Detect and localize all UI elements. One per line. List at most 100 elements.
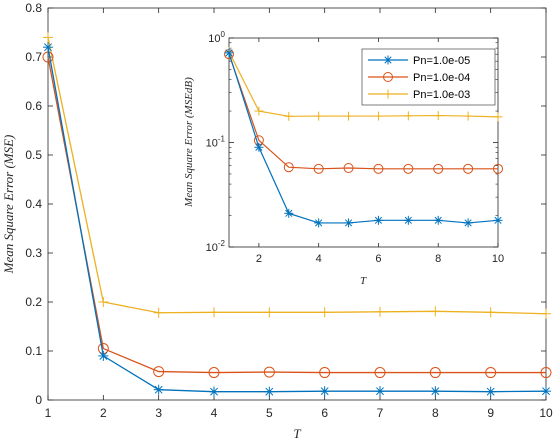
main-x-tick-label: 10 <box>539 406 553 420</box>
main-y-tick-label: 0 <box>35 393 42 407</box>
inset-x-tick-label: 2 <box>256 253 262 265</box>
inset-data-point <box>493 215 503 225</box>
series-polyline <box>47 56 546 374</box>
inset-data-point <box>433 215 443 225</box>
inset-x-tick-label: 10 <box>492 253 504 265</box>
main-y-tick-label: 0.5 <box>25 148 42 162</box>
series-polyline <box>47 47 547 393</box>
inset-y-tick-label: 100 <box>208 30 225 45</box>
legend-label: Pn=1.0e-05 <box>413 55 470 67</box>
inset-data-point <box>373 163 384 174</box>
data-point <box>153 366 165 378</box>
legend: Pn=1.0e-05 Pn=1.0e-04 Pn=1.0e-03 <box>361 48 496 106</box>
data-point <box>319 386 330 397</box>
inset-data-point <box>313 163 324 174</box>
data-point <box>429 367 441 379</box>
inset-plot: 2 4 6 8 10 100 10-1 10-2 T Mean Square Error (M… <box>183 30 504 287</box>
data-point <box>153 307 164 318</box>
data-point <box>43 32 53 43</box>
inset-y-tick-label: 10-2 <box>206 239 226 254</box>
data-point <box>485 367 497 379</box>
inset-data-point <box>284 111 294 121</box>
data-point <box>263 366 275 378</box>
legend-item: Pn=1.0e-03 <box>368 89 470 101</box>
inset-data-point <box>283 162 294 173</box>
data-point <box>209 386 219 397</box>
inset-data-point <box>433 163 444 174</box>
inset-data-point <box>373 215 383 225</box>
inset-data-point <box>403 111 413 121</box>
main-y-axis-label: Mean Square Error (MSE) <box>1 135 16 275</box>
inset-data-point <box>493 112 503 122</box>
inset-series-line <box>224 49 503 174</box>
inset-data-point <box>284 208 294 218</box>
data-point <box>264 386 275 397</box>
inset-series-polyline <box>228 52 499 224</box>
data-point <box>541 386 551 397</box>
inset-y-tick-label: 10-1 <box>206 135 226 150</box>
inset-x-tick-label: 4 <box>316 253 322 265</box>
inset-x-axis-label: T <box>360 275 367 287</box>
data-point <box>98 350 109 361</box>
legend-marker <box>383 55 393 65</box>
inset-series-polyline <box>228 51 499 118</box>
series-line <box>43 32 551 319</box>
main-y-tick-label: 0.4 <box>25 197 42 211</box>
data-point <box>264 307 275 318</box>
main-y-tick-label: 0.7 <box>25 50 42 64</box>
inset-data-point <box>433 111 443 121</box>
data-point <box>540 367 552 379</box>
series-polyline <box>47 37 547 315</box>
data-point <box>541 308 551 319</box>
legend-marker <box>383 89 393 99</box>
main-x-tick-label: 3 <box>155 406 162 420</box>
main-x-tick-label: 1 <box>45 406 52 420</box>
series-line <box>43 42 551 397</box>
main-x-tick-label: 8 <box>432 406 439 420</box>
data-point <box>375 306 385 317</box>
legend-label: Pn=1.0e-03 <box>413 89 470 101</box>
data-point <box>153 384 164 395</box>
main-y-tick-label: 0.3 <box>25 246 42 260</box>
main-y-tick-label: 0.2 <box>25 295 42 309</box>
data-point <box>209 307 219 318</box>
main-y-tick-label: 0.6 <box>25 99 42 113</box>
legend-label: Pn=1.0e-04 <box>413 72 470 84</box>
inset-data-point <box>314 111 324 121</box>
main-x-axis-label: T <box>293 426 301 441</box>
inset-x-tick-label: 8 <box>435 253 441 265</box>
series-line <box>42 51 552 379</box>
data-point <box>485 386 496 397</box>
data-point <box>208 367 220 379</box>
main-x-tick-label: 6 <box>321 406 328 420</box>
legend-marker <box>383 72 393 82</box>
inset-data-point <box>403 163 414 174</box>
data-point <box>430 386 441 397</box>
inset-data-point <box>344 218 354 228</box>
inset-data-point <box>463 111 473 121</box>
data-point <box>375 386 385 397</box>
data-point <box>319 307 330 318</box>
data-point <box>98 297 109 307</box>
data-point <box>43 42 53 53</box>
main-x-tick-label: 7 <box>377 406 384 420</box>
inset-data-point <box>254 142 264 152</box>
inset-data-point <box>314 218 324 228</box>
inset-data-point <box>254 106 264 116</box>
data-point <box>430 306 441 317</box>
main-x-tick-label: 9 <box>487 406 494 420</box>
inset-data-point <box>224 48 234 58</box>
data-point <box>374 367 386 379</box>
inset-data-point <box>373 111 383 121</box>
inset-data-point <box>463 218 473 228</box>
main-x-tick-label: 5 <box>266 406 273 420</box>
inset-series-polyline <box>228 53 498 170</box>
inset-x-tick-label: 6 <box>375 253 381 265</box>
main-x-tick-label: 4 <box>211 406 218 420</box>
inset-series-line <box>224 48 503 228</box>
data-point <box>485 307 496 318</box>
inset-y-axis-label: Mean Square Error (MSEdB) <box>183 77 195 208</box>
inset-data-point <box>463 163 474 174</box>
inset-data-point <box>344 111 354 121</box>
